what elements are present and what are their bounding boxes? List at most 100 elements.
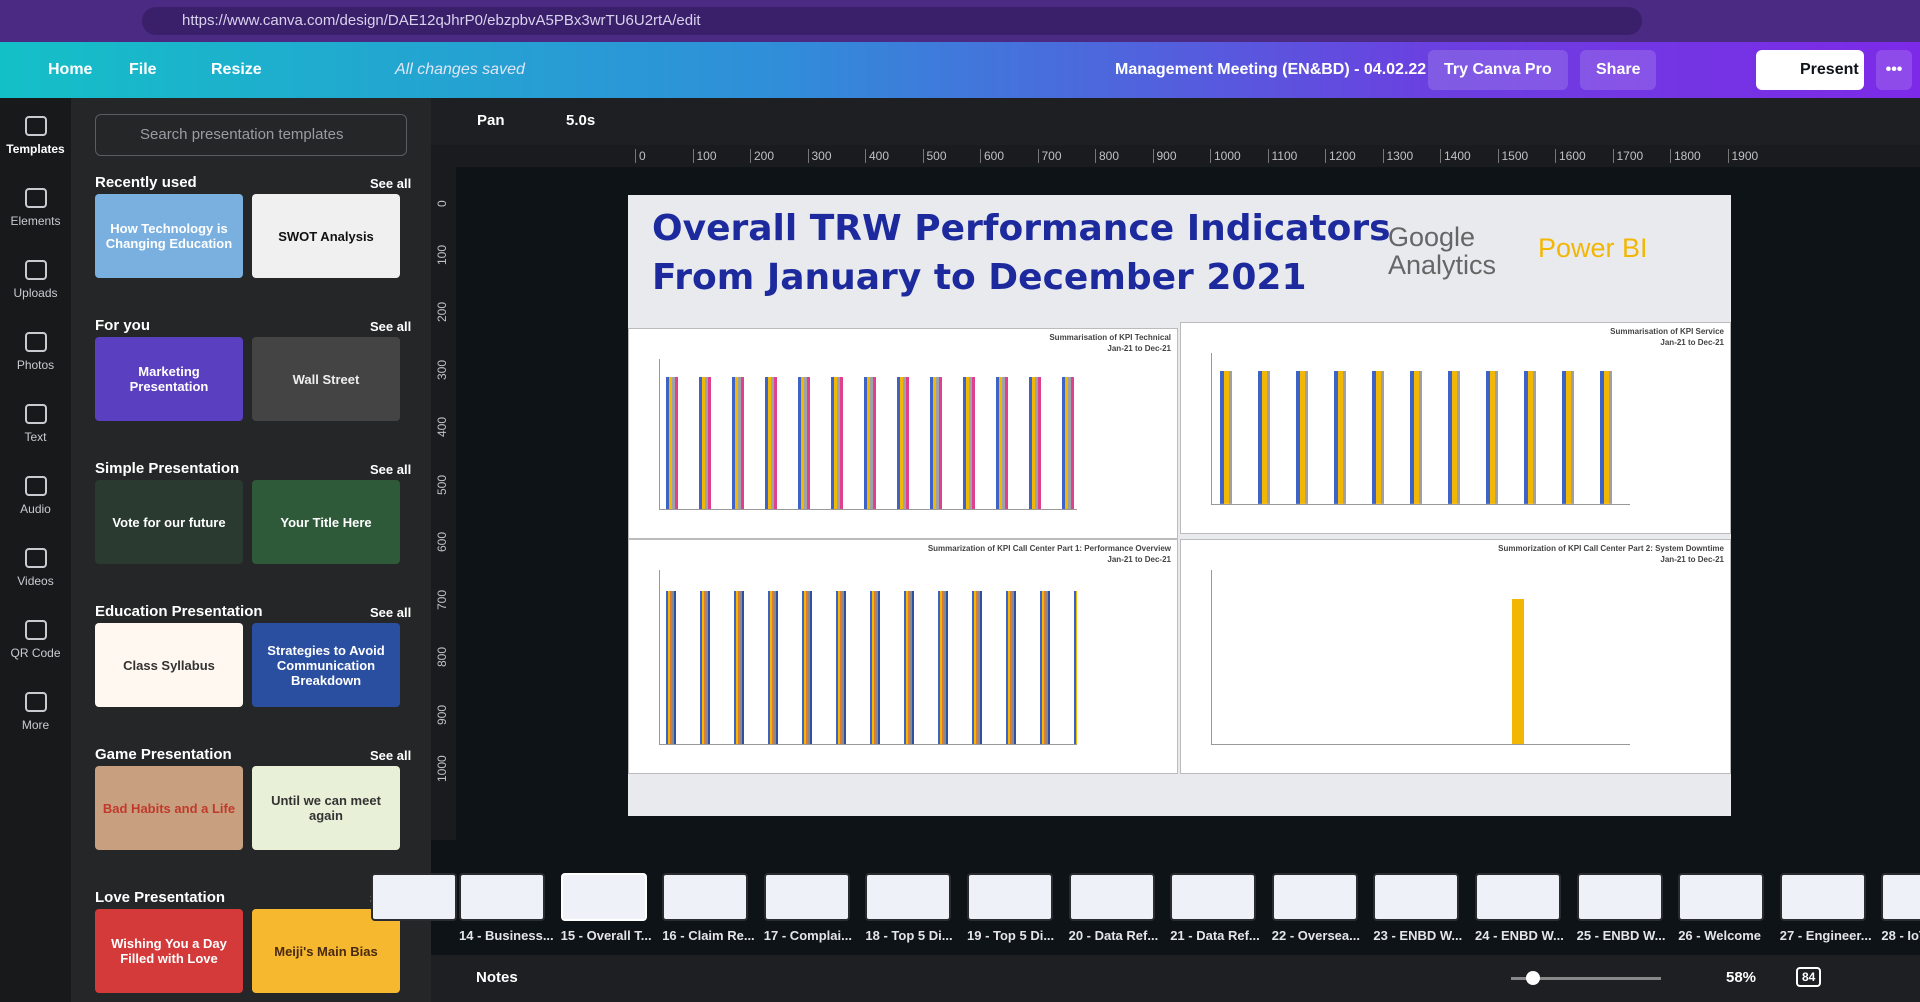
share-button[interactable]: Share [1580,50,1657,90]
page-label[interactable]: 16 - Claim Re... [662,928,755,943]
ruler-label: 1500 [1497,149,1528,163]
page-count[interactable]: 84 [1796,967,1822,987]
logo-text: Power BI [1538,233,1648,263]
try-pro-button[interactable]: Try Canva Pro [1428,50,1568,90]
sidebar-item[interactable]: More [0,692,71,732]
page-thumbnail[interactable] [967,873,1053,921]
sidebar-label: Text [24,430,47,444]
template-thumbnail[interactable]: How Technology is Changing Education [95,194,243,278]
page-thumbnail[interactable] [1475,873,1561,921]
sidebar: Templates Elements Uploads Photos Text Audio V… [0,98,71,1002]
sidebar-item[interactable]: Photos [0,332,71,372]
bottom-bar: Notes 58% 84 [431,955,1920,1002]
page-label[interactable]: 22 - Oversea... [1271,928,1360,943]
browser-bar: https://www.canva.com/design/DAE12qJhrP0… [0,0,1920,42]
ruler-label: 0 [435,200,449,207]
zoom-handle[interactable] [1526,971,1540,985]
ruler-label: 200 [435,301,449,322]
page-label[interactable]: 28 - IoT [1881,928,1920,943]
page-thumbnail[interactable] [1881,873,1920,921]
pan-button[interactable]: Pan [477,112,505,129]
page-thumbnail[interactable] [1068,873,1155,921]
template-thumbnail[interactable]: Wall Street [252,337,400,421]
page-label[interactable]: 17 - Complai... [763,928,852,943]
sidebar-label: Audio [20,502,51,516]
horizontal-ruler: 0 100 200 300 400 500 600 700 800 900 1000 1100 1200… [431,145,1920,167]
see-all-link[interactable]: See all [370,748,412,763]
duration-button[interactable]: 5.0s [566,112,596,129]
sidebar-item[interactable]: Elements [0,188,71,228]
editor-toolbar: Pan 5.0s [431,98,1920,145]
template-thumbnail[interactable]: Vote for our future [95,480,243,564]
page-label[interactable]: 15 - Overall T... [560,928,652,943]
ruler-label: 400 [865,149,889,163]
sidebar-item[interactable]: Uploads [0,260,71,300]
sidebar-item[interactable]: Templates [0,116,71,156]
page-label[interactable]: 14 - Business... [459,928,554,943]
sidebar-item[interactable]: Audio [0,476,71,516]
page-thumbnail[interactable] [1779,873,1866,921]
ruler-label: 1900 [1727,149,1758,163]
icon [24,620,47,640]
page-thumbnail[interactable] [763,873,850,921]
page-thumbnail[interactable] [662,873,749,921]
slide[interactable]: Overall TRW Performance Indicators From … [628,195,1731,816]
template-thumbnail[interactable]: SWOT Analysis [252,194,400,278]
sidebar-label: More [21,718,50,732]
page-thumbnail[interactable] [1678,873,1765,921]
home-button[interactable]: Home [48,61,93,78]
ruler-label: 500 [922,149,947,163]
page-label[interactable]: 27 - Engineer... [1779,928,1872,943]
page-label[interactable]: 24 - ENBD W... [1475,928,1564,943]
document-title[interactable]: Management Meeting (EN&BD) - 04.02.22 [1115,61,1427,78]
search-box[interactable]: Search presentation templates [95,114,407,156]
template-thumbnail[interactable]: Meiji's Main Bias [252,909,400,993]
see-all-link[interactable]: See all [370,176,412,191]
page-label[interactable]: 19 - Top 5 Di... [967,928,1055,943]
template-thumbnail[interactable]: Strategies to Avoid Communication Breakd… [252,623,400,707]
ruler-label: 1400 [1440,149,1471,163]
page-thumbnail[interactable] [459,873,545,921]
page-label[interactable]: 21 - Data Ref... [1170,928,1260,943]
file-menu[interactable]: File [129,61,157,78]
sidebar-item[interactable]: QR Code [0,620,71,660]
page-label[interactable]: 26 - Welcome [1678,928,1762,943]
chart-subtitle: Jan-21 to Dec-21 [1107,555,1171,564]
template-thumbnail[interactable]: Marketing Presentation [95,337,243,421]
see-all-link[interactable]: See all [370,605,412,620]
page-thumbnail[interactable] [560,873,647,921]
sidebar-label: Photos [16,358,55,372]
page-label[interactable]: 18 - Top 5 Di... [865,928,953,943]
template-thumbnail[interactable]: Your Title Here [252,480,400,564]
page-label[interactable]: 23 - ENBD W... [1373,928,1463,943]
save-status: All changes saved [395,61,525,78]
template-thumbnail[interactable]: Class Syllabus [95,623,243,707]
page-thumbnail[interactable] [1373,873,1460,921]
chart-image: Summarisation of KPI Technical Jan-21 to … [628,328,1178,539]
sidebar-item[interactable]: Text [0,404,71,444]
see-all-link[interactable]: See all [370,319,412,334]
page-thumbnail[interactable] [1170,873,1257,921]
zoom-level[interactable]: 58% [1726,969,1757,986]
page-thumbnail[interactable] [865,873,952,921]
template-thumbnail[interactable]: Wishing You a Day Filled with Love [95,909,243,993]
template-thumbnail[interactable]: Until we can meet again [252,766,400,850]
section-title: Recently used [95,174,197,191]
more-button[interactable]: ••• [1876,50,1912,90]
page-thumbnail[interactable] [1271,873,1358,921]
zoom-slider[interactable] [1511,977,1661,980]
chart-title: Summarisation of KPI Technical [1049,333,1171,342]
resize-button[interactable]: Resize [211,61,262,78]
sidebar-item[interactable]: Videos [0,548,71,588]
notes-button[interactable]: Notes [476,969,518,986]
page-thumbnail[interactable] [371,873,457,921]
ruler-label: 100 [435,244,449,265]
ruler-label: 1600 [1555,149,1586,163]
page-label[interactable]: 25 - ENBD W... [1576,928,1666,943]
page-label[interactable]: 20 - Data Ref... [1068,928,1159,943]
template-thumbnail[interactable]: Bad Habits and a Life [95,766,243,850]
present-button[interactable]: Present [1756,50,1864,90]
page-thumbnail[interactable] [1576,873,1663,921]
address-bar[interactable]: https://www.canva.com/design/DAE12qJhrP0… [142,7,1642,35]
see-all-link[interactable]: See all [370,462,412,477]
